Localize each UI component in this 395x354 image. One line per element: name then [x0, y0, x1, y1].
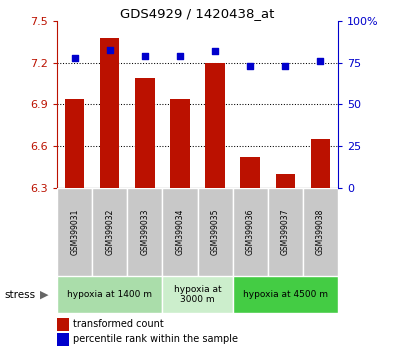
Bar: [170, 99, 190, 188]
Bar: [162, 276, 233, 313]
Point: [212, 48, 218, 54]
Bar: [233, 188, 267, 276]
Bar: [205, 63, 225, 188]
Text: GSM399032: GSM399032: [105, 209, 115, 255]
Text: hypoxia at 4500 m: hypoxia at 4500 m: [243, 290, 327, 299]
Point: [247, 63, 253, 69]
Bar: [241, 157, 260, 188]
Bar: [135, 78, 154, 188]
Bar: [127, 188, 162, 276]
Text: GSM399035: GSM399035: [211, 209, 220, 255]
Text: hypoxia at
3000 m: hypoxia at 3000 m: [174, 285, 221, 304]
Text: GSM399031: GSM399031: [70, 209, 79, 255]
Bar: [57, 276, 162, 313]
Bar: [198, 188, 233, 276]
Point: [107, 47, 113, 52]
Bar: [310, 139, 330, 188]
Point: [71, 55, 78, 61]
Bar: [303, 188, 338, 276]
Bar: [162, 188, 198, 276]
Point: [282, 63, 288, 69]
Bar: [65, 99, 85, 188]
Title: GDS4929 / 1420438_at: GDS4929 / 1420438_at: [120, 7, 275, 20]
Bar: [100, 38, 120, 188]
Text: GSM399034: GSM399034: [175, 209, 184, 255]
Text: percentile rank within the sample: percentile rank within the sample: [73, 335, 238, 344]
Text: stress: stress: [4, 290, 35, 300]
Text: transformed count: transformed count: [73, 319, 164, 329]
Bar: [267, 188, 303, 276]
Point: [317, 58, 324, 64]
Text: hypoxia at 1400 m: hypoxia at 1400 m: [68, 290, 152, 299]
Text: GSM399037: GSM399037: [280, 209, 290, 255]
Point: [177, 53, 183, 59]
Text: GSM399038: GSM399038: [316, 209, 325, 255]
Text: GSM399033: GSM399033: [140, 209, 149, 255]
Bar: [233, 276, 338, 313]
Text: GSM399036: GSM399036: [246, 209, 255, 255]
Point: [142, 53, 148, 59]
Text: ▶: ▶: [40, 290, 48, 300]
Bar: [92, 188, 127, 276]
Bar: [57, 188, 92, 276]
Bar: [275, 174, 295, 188]
